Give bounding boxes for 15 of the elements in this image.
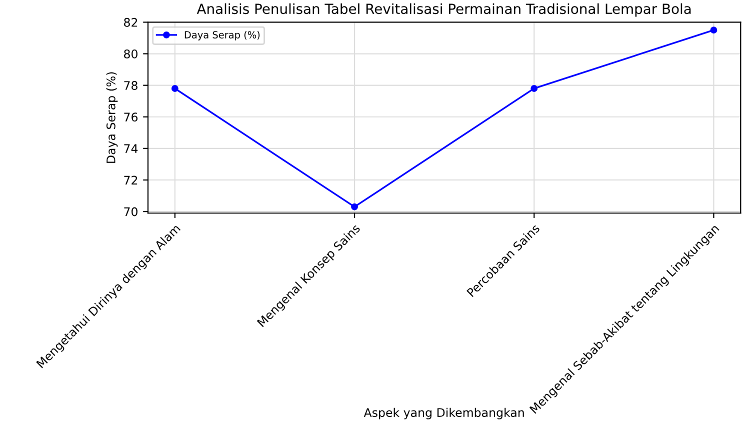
y-tick-label: 72 (124, 176, 138, 184)
chart-title: Analisis Penulisan Tabel Revitalisasi Permainan Tradisional Lempar Bola (196, 3, 691, 17)
point (530, 84, 538, 92)
legend-label: Daya Serap (%) (184, 30, 260, 40)
y-axis-title: Daya Serap (%) (106, 72, 118, 163)
y-tick-label: 74 (124, 144, 138, 153)
y-tick-label: 76 (124, 112, 138, 122)
y-tick-label: 82 (124, 18, 138, 27)
point (351, 203, 358, 210)
x-axis-title: Aspek yang Dikembangkan (364, 408, 524, 420)
y-tick-label: 80 (124, 49, 138, 58)
y-tick-label: 70 (124, 207, 138, 216)
point (171, 84, 178, 92)
y-tick-label: 78 (124, 81, 138, 90)
point (710, 26, 718, 34)
